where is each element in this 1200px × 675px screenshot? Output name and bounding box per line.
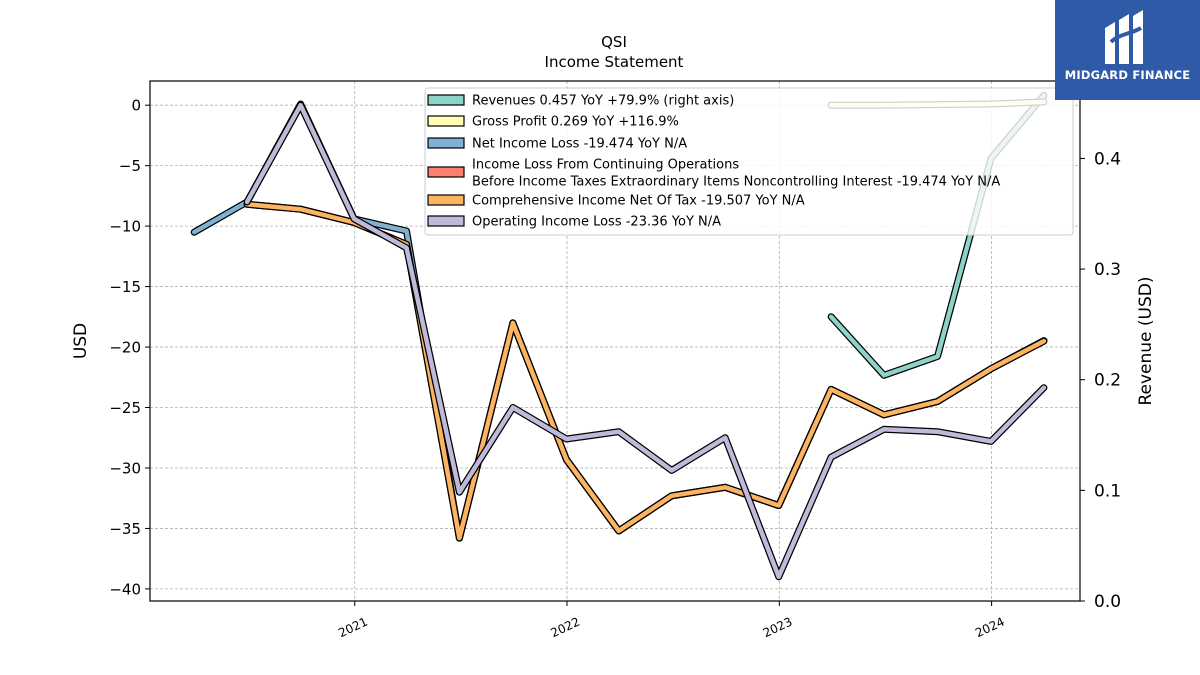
- legend-label: Gross Profit 0.269 YoY +116.9%: [472, 115, 679, 130]
- x-tick-label: 2024: [973, 615, 1007, 641]
- legend-box: [424, 87, 1074, 236]
- series-outline: [243, 200, 1048, 542]
- legend-label: Net Income Loss -19.474 YoY N/A: [472, 137, 687, 152]
- legend-label: Before Income Taxes Extraordinary Items …: [472, 175, 1000, 190]
- legend-label: Operating Income Loss -23.36 YoY N/A: [472, 215, 721, 230]
- y-tick-label: −20: [109, 339, 141, 357]
- brand-logo: MIDGARD FINANCE: [1055, 0, 1200, 100]
- x-tick-label: 2021: [336, 615, 370, 641]
- y-tick-label: −30: [109, 459, 141, 477]
- y-tick-label: −10: [109, 218, 141, 236]
- y-tick-label-right: 0.4: [1094, 149, 1121, 169]
- legend-swatch: [427, 194, 465, 206]
- legend-swatch: [427, 137, 465, 149]
- chart-title: QSI: [601, 33, 627, 51]
- y-tick-label: −15: [109, 278, 141, 296]
- y-tick-label: 0: [131, 97, 141, 115]
- legend-swatch: [427, 215, 465, 227]
- brand-name: MIDGARD FINANCE: [1064, 68, 1191, 82]
- x-tick-label: 2023: [761, 615, 795, 641]
- series-line: [244, 102, 1047, 580]
- y-tick-label: −35: [109, 520, 141, 538]
- series-line: [244, 202, 1047, 541]
- plot-frame: [149, 80, 1081, 602]
- legend-label: Revenues 0.457 YoY +79.9% (right axis): [472, 94, 734, 109]
- legend: Revenues 0.457 YoY +79.9% (right axis) Gr…: [424, 87, 1074, 236]
- y-axis-label-right: Revenue (USD): [1136, 276, 1156, 405]
- y-tick-label: −40: [109, 580, 141, 598]
- legend-swatch: [427, 94, 465, 106]
- x-tick-label: 2022: [549, 615, 583, 641]
- y-tick-label-right: 0.1: [1094, 481, 1121, 501]
- legend-swatch: [427, 115, 465, 127]
- brand-mark-icon: [1105, 10, 1143, 64]
- y-tick-label: −5: [119, 157, 141, 175]
- y-tick-label-right: 0.2: [1094, 371, 1121, 391]
- legend-label: Income Loss From Continuing Operations: [472, 158, 739, 173]
- series-line: [244, 202, 1047, 541]
- y-tick-label-right: 0.3: [1094, 260, 1121, 280]
- legend-swatch: [427, 166, 465, 178]
- y-tick-label: −25: [109, 399, 141, 417]
- y-axis-label: USD: [71, 323, 91, 359]
- y-tick-label-right: 0.0: [1094, 592, 1121, 612]
- series-outline: [243, 200, 1048, 542]
- chart-subtitle: Income Statement: [545, 53, 684, 71]
- legend-label: Comprehensive Income Net Of Tax -19.507 …: [472, 194, 805, 209]
